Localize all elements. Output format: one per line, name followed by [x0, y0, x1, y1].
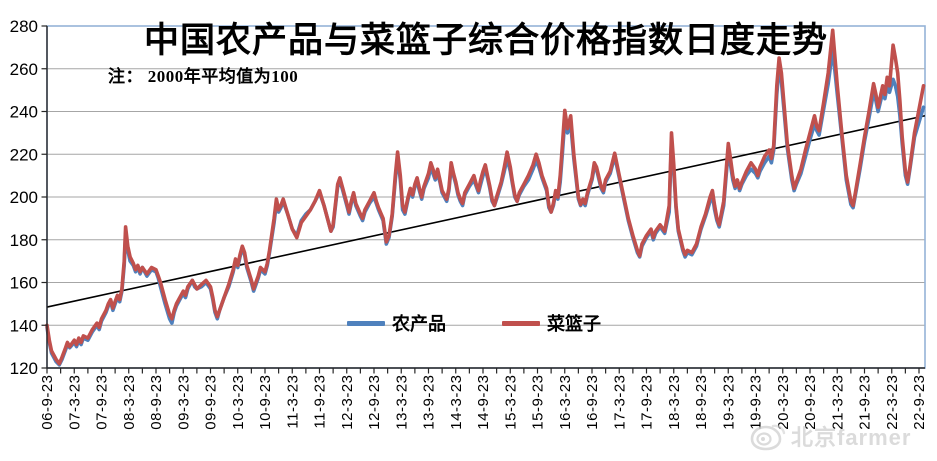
x-tick-label: 06-9-23: [39, 375, 56, 430]
x-tick-label: 22-3-23: [884, 375, 901, 430]
x-tick-label: 18-3-23: [666, 375, 683, 430]
x-tick-label: 20-3-23: [775, 375, 792, 430]
series-line-agri: [45, 47, 926, 367]
x-tick-label: 10-3-23: [230, 375, 247, 430]
chart-note: 注： 2000年平均值为100: [108, 67, 299, 86]
x-tick-label: 15-9-23: [530, 375, 547, 430]
x-tick-label: 12-3-23: [339, 375, 356, 430]
x-tick-label: 12-9-23: [366, 375, 383, 430]
y-tick-label: 160: [10, 274, 38, 293]
x-axis-ticks: [46, 368, 920, 374]
y-tick-label: 260: [10, 60, 38, 79]
x-tick-label: 22-9-23: [911, 375, 928, 430]
x-tick-label: 19-9-23: [748, 375, 765, 430]
x-tick-label: 11-9-23: [312, 375, 329, 429]
y-tick-label: 120: [10, 359, 38, 378]
x-tick-label: 17-3-23: [611, 375, 628, 430]
series-line-basket: [45, 28, 926, 366]
y-tick-label: 280: [10, 17, 38, 36]
y-tick-label: 220: [10, 145, 38, 164]
x-tick-label: 08-3-23: [121, 375, 138, 430]
x-tick-label: 11-3-23: [284, 375, 301, 429]
x-tick-label: 15-3-23: [502, 375, 519, 430]
y-tick-label: 200: [10, 188, 38, 207]
x-tick-label: 21-9-23: [857, 375, 874, 430]
x-tick-label: 09-9-23: [203, 375, 220, 430]
x-tick-label: 10-9-23: [257, 375, 274, 430]
x-tick-label: 16-9-23: [584, 375, 601, 430]
x-tick-label: 13-3-23: [393, 375, 410, 430]
x-tick-label: 14-9-23: [475, 375, 492, 430]
x-tick-label: 07-3-23: [66, 375, 83, 430]
chart-title: 中国农产品与菜篮子综合价格指数日度走势: [143, 21, 828, 60]
x-tick-label: 09-3-23: [175, 375, 192, 430]
x-tick-label: 18-9-23: [693, 375, 710, 430]
y-tick-label: 140: [10, 316, 38, 335]
x-tick-label: 08-9-23: [148, 375, 165, 430]
x-tick-label: 17-9-23: [639, 375, 656, 430]
x-tick-label: 07-9-23: [94, 375, 111, 430]
y-axis-ticks-labels: 120 140 160 180 200 220 240 260 280: [10, 17, 47, 378]
trend-line: [46, 114, 926, 308]
x-tick-label: 14-3-23: [448, 375, 465, 430]
y-tick-label: 180: [10, 231, 38, 250]
x-tick-label: 20-9-23: [802, 375, 819, 430]
x-tick-label: 19-3-23: [720, 375, 737, 430]
x-axis-labels: 06-9-23 07-3-23 07-9-23 08-3-23 08-9-23 09-3-…: [39, 375, 928, 430]
y-tick-label: 240: [10, 103, 38, 122]
x-tick-label: 13-9-23: [421, 375, 438, 430]
x-tick-label: 16-3-23: [557, 375, 574, 430]
x-tick-label: 21-3-23: [829, 375, 846, 430]
